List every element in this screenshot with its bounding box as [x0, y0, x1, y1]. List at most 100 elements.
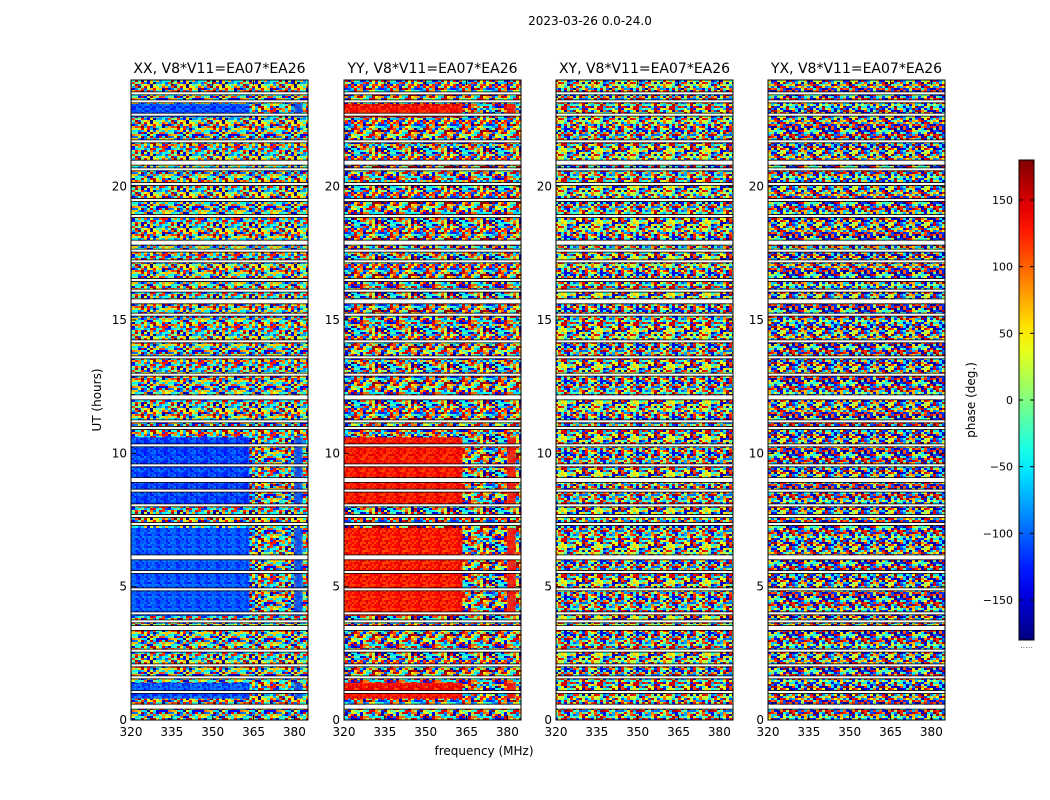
gap-line	[768, 555, 945, 560]
x-tick-label: 320	[757, 725, 780, 739]
gap-line	[344, 427, 521, 429]
colorbar-tick-label: −100	[983, 527, 1013, 540]
gap-line	[344, 289, 521, 292]
gap-line	[556, 356, 733, 359]
gap-line	[768, 113, 945, 116]
gap-line	[556, 612, 733, 615]
gap-line	[344, 140, 521, 143]
gap-line	[344, 523, 521, 525]
gap-line	[131, 289, 308, 292]
gap-line	[768, 515, 945, 517]
gap-line	[768, 289, 945, 292]
gap-line	[344, 183, 521, 185]
gap-line	[344, 113, 521, 116]
gap-line	[344, 478, 521, 482]
gap-line	[344, 555, 521, 560]
gap-line	[344, 249, 521, 252]
gap-line	[344, 664, 521, 667]
panel-title: YX, V8*V11=EA07*EA26	[770, 61, 942, 77]
x-tick-label: 350	[414, 725, 437, 739]
coherent-phase-edge	[507, 437, 516, 504]
gap-line	[768, 478, 945, 482]
gap-line	[768, 100, 945, 103]
gap-line	[556, 100, 733, 103]
gap-line	[556, 523, 733, 525]
gap-line	[556, 113, 733, 116]
gap-line	[344, 313, 521, 316]
heatmap-panel	[556, 80, 733, 720]
gap-line	[768, 704, 945, 709]
x-tick-label: 320	[545, 725, 568, 739]
gap-line	[344, 215, 521, 217]
gap-line	[344, 626, 521, 630]
x-tick-label: 335	[373, 725, 396, 739]
gap-line	[344, 240, 521, 245]
colorbar-tick-label: −150	[983, 594, 1013, 607]
gap-line	[556, 299, 733, 304]
colorbar-tick-label: 0	[1006, 394, 1013, 407]
gap-line	[556, 691, 733, 693]
gap-line	[344, 691, 521, 693]
gap-line	[131, 515, 308, 517]
gap-line	[768, 571, 945, 573]
gap-line	[768, 356, 945, 359]
gap-line	[344, 464, 521, 467]
gap-line	[131, 504, 308, 507]
gap-line	[344, 260, 521, 263]
y-tick-label: 20	[537, 180, 552, 194]
gap-line	[556, 313, 733, 316]
gap-line	[131, 299, 308, 304]
gap-line	[768, 299, 945, 304]
coherent-phase-edge	[507, 104, 516, 118]
gap-line	[131, 620, 308, 623]
gap-line	[768, 92, 945, 95]
gap-line	[556, 676, 733, 679]
gap-line	[131, 183, 308, 185]
x-tick-label: 335	[160, 725, 183, 739]
gap-line	[131, 100, 308, 103]
y-tick-label: 0	[544, 713, 552, 727]
gap-line	[344, 620, 521, 623]
gap-line	[131, 626, 308, 630]
gap-line	[131, 478, 308, 482]
x-tick-label: 365	[879, 725, 902, 739]
y-tick-label: 5	[119, 580, 127, 594]
gap-line	[556, 571, 733, 573]
gap-line	[768, 215, 945, 217]
gap-line	[556, 515, 733, 517]
gap-line	[556, 626, 733, 630]
y-tick-label: 5	[332, 580, 340, 594]
gap-line	[131, 523, 308, 525]
gap-line	[344, 515, 521, 517]
gap-line	[768, 464, 945, 467]
x-tick-label: 365	[455, 725, 478, 739]
gap-line	[344, 395, 521, 400]
gap-line	[768, 249, 945, 252]
coherent-phase-edge	[294, 104, 303, 118]
gap-line	[131, 444, 308, 447]
gap-line	[344, 504, 521, 507]
gap-line	[768, 199, 945, 201]
x-tick-label: 335	[797, 725, 820, 739]
gap-line	[344, 160, 521, 165]
gap-line	[556, 373, 733, 376]
gap-line	[131, 168, 308, 171]
gap-line	[556, 260, 733, 263]
gap-line	[131, 92, 308, 95]
gap-line	[131, 260, 308, 263]
y-tick-label: 15	[112, 313, 127, 327]
figure-suptitle: 2023-03-26 0.0-24.0	[528, 14, 652, 28]
y-tick-label: 20	[749, 180, 764, 194]
gap-line	[131, 340, 308, 343]
gap-line	[344, 489, 521, 492]
y-tick-label: 0	[119, 713, 127, 727]
heatmap-panel	[131, 80, 308, 720]
y-tick-label: 15	[325, 313, 340, 327]
y-tick-label: 5	[544, 580, 552, 594]
colorbar-label: phase (deg.)	[964, 362, 978, 438]
axes-frame	[767, 79, 946, 721]
gap-line	[768, 620, 945, 623]
gap-line	[768, 168, 945, 171]
gap-line	[344, 199, 521, 201]
gap-line	[344, 444, 521, 447]
